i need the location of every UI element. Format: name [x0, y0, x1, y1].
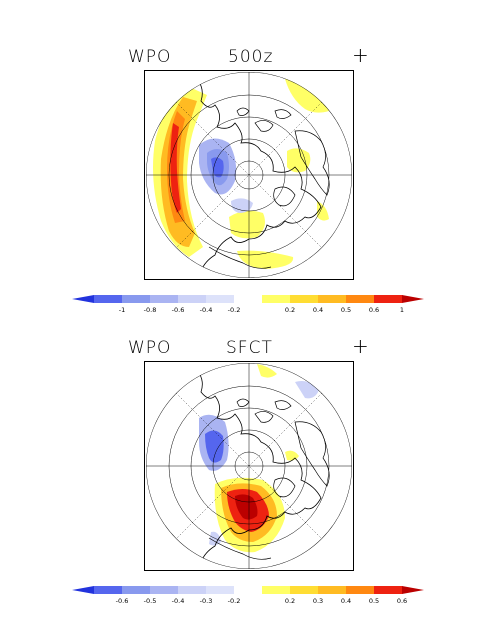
colorbar-block [318, 586, 347, 594]
colorbar-tick-label: 0.4 [313, 306, 323, 314]
panel2-polar-map [146, 363, 352, 569]
colorbar-tick-label: 0.5 [341, 306, 351, 314]
panel1-polar-map [146, 72, 352, 278]
colorbar-block [318, 295, 347, 303]
colorbar-block [94, 295, 123, 303]
panel2-sign-label: + [352, 334, 370, 358]
panel2-map [144, 361, 354, 571]
colorbar-tick-label: -0.2 [228, 306, 241, 314]
contour-negative-north [295, 381, 319, 399]
colorbar-block [178, 586, 207, 594]
colorbar-tick-label: -0.4 [172, 597, 185, 605]
colorbar-block [206, 295, 235, 303]
contour-positive-europe [285, 450, 299, 461]
panel2-colorbar-labels: -0.6 -0.5 -0.4 -0.3 -0.2 0.2 0.3 0.4 0.5 0.6 [116, 597, 408, 605]
colorbar-block [94, 586, 123, 594]
colorbar-end-low [72, 295, 94, 303]
contour-positive-north [285, 79, 329, 113]
coastline-arctic-islands [236, 398, 292, 423]
colorbar-block [178, 295, 207, 303]
colorbar-tick-label: -0.2 [228, 597, 241, 605]
colorbar-tick-label: -0.3 [200, 597, 213, 605]
panel1-index-label: WPO [128, 47, 172, 67]
colorbar-block [262, 295, 291, 303]
colorbar-tick-label: -0.6 [116, 597, 129, 605]
coastline [196, 369, 322, 563]
colorbar-tick-label: 0.6 [369, 306, 379, 314]
panel1-variable-label: 500z [228, 47, 274, 67]
colorbar-tick-label: -0.4 [200, 306, 213, 314]
panel1-sign-label: + [352, 43, 370, 67]
panel1-colorbar: -1 -0.8 -0.6 -0.4 -0.2 0.2 0.4 0.5 0.6 1 [72, 295, 424, 314]
colorbar-block [346, 586, 375, 594]
contour-positive-west-pacific-max [170, 123, 181, 213]
coastline-greenland [273, 186, 296, 207]
colorbar-block [374, 295, 403, 303]
colorbar-tick-label: -0.5 [144, 597, 157, 605]
colorbar-block [122, 295, 151, 303]
colorbar-block [234, 295, 263, 303]
colorbar-tick-label: 0.3 [313, 597, 323, 605]
coastline-south [208, 246, 272, 269]
panel1-colorbar-blocks [72, 295, 424, 303]
coastline-europe [294, 421, 330, 487]
colorbar-block [290, 295, 319, 303]
colorbar-block [290, 586, 319, 594]
contour-positive-europe [287, 148, 311, 173]
colorbar-end-low [72, 586, 94, 594]
colorbar-tick-label: 0.2 [285, 597, 295, 605]
colorbar-tick-label: -1 [119, 306, 125, 314]
colorbar-end-high [402, 295, 424, 303]
colorbar-block [206, 586, 235, 594]
contour-negative-alaska-core [211, 157, 224, 178]
panel1-colorbar-labels: -1 -0.8 -0.6 -0.4 -0.2 0.2 0.4 0.5 0.6 1 [119, 306, 404, 314]
colorbar-tick-label: -0.6 [172, 306, 185, 314]
panel2-variable-label: SFCT [226, 338, 273, 358]
coastline-greenland [273, 477, 296, 498]
colorbar-block [234, 586, 263, 594]
contour-negative-alaska-inner [205, 430, 224, 463]
contour-positive-north-america [229, 210, 265, 239]
colorbar-tick-label: 0.2 [285, 306, 295, 314]
colorbar-block [122, 586, 151, 594]
contour-negative-atlantic [231, 198, 253, 213]
colorbar-tick-label: -0.8 [144, 306, 157, 314]
coastline [196, 78, 322, 272]
contour-positive-north [257, 364, 277, 378]
colorbar-end-high [402, 586, 424, 594]
colorbar-tick-label: 1 [400, 306, 404, 314]
coastline-south [208, 537, 272, 560]
colorbar-block [374, 586, 403, 594]
panel2-index-label: WPO [128, 338, 172, 358]
colorbar-block [262, 586, 291, 594]
colorbar-tick-label: 0.5 [369, 597, 379, 605]
contour-positive-north-america-max [235, 494, 258, 520]
coastline-arctic-islands [236, 107, 292, 132]
panel2-colorbar-blocks [72, 586, 424, 594]
coastline-europe [294, 130, 330, 196]
colorbar-block [346, 295, 375, 303]
colorbar-tick-label: 0.6 [397, 597, 407, 605]
colorbar-block [150, 295, 179, 303]
colorbar-tick-label: 0.4 [341, 597, 351, 605]
panel1-map [144, 70, 354, 280]
colorbar-block [150, 586, 179, 594]
panel2-colorbar: -0.6 -0.5 -0.4 -0.3 -0.2 0.2 0.3 0.4 0.5 0.6 [72, 586, 424, 605]
